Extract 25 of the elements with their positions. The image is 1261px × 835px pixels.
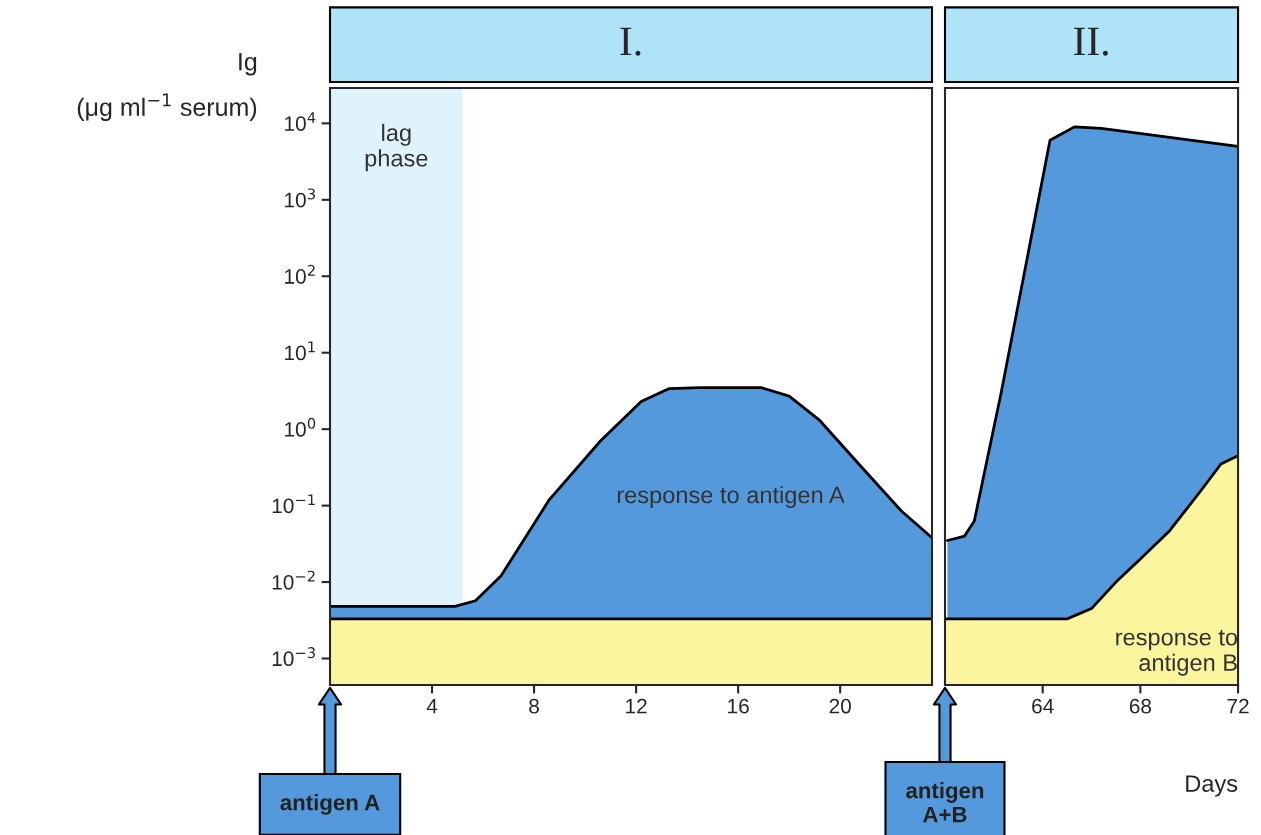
y-tick-label: 10$^{4}$ bbox=[285, 112, 316, 131]
y-tick-label: 10$^{3}$ bbox=[285, 188, 315, 208]
y-tick-label: 10$^{−1}$ bbox=[272, 494, 315, 514]
x-tick-label: 12 bbox=[626, 698, 647, 714]
y-tick-label: 10$^{1}$ bbox=[285, 341, 315, 361]
band-label: lag phase bbox=[365, 123, 428, 172]
text: antigen A+B bbox=[906, 782, 984, 823]
chart-title: II. bbox=[1073, 27, 1108, 56]
chart-title: I. bbox=[620, 27, 641, 56]
text: antigen A bbox=[280, 794, 380, 815]
x-tick-label: 4 bbox=[426, 698, 438, 714]
text: Ig (μg ml$^{−1}$ serum) bbox=[77, 53, 257, 122]
x-tick-label: 20 bbox=[829, 698, 851, 714]
x-tick-label: 64 bbox=[1032, 698, 1054, 714]
x-tick-label: 68 bbox=[1129, 698, 1152, 714]
y-tick-label: 10$^{2}$ bbox=[285, 264, 315, 284]
x-tick-label: 16 bbox=[728, 698, 749, 714]
y-tick-label: 10$^{−3}$ bbox=[272, 647, 315, 667]
y-tick-label: 10$^{−2}$ bbox=[272, 570, 315, 590]
x-axis-title: Days bbox=[1186, 775, 1238, 797]
y-tick-label: 10$^{0}$ bbox=[285, 417, 316, 437]
series-label: response to antigen B bbox=[1116, 630, 1238, 676]
x-tick-label: 8 bbox=[529, 698, 539, 714]
x-tick-label: 72 bbox=[1227, 698, 1249, 714]
series-label: response to antigen A bbox=[617, 486, 845, 509]
